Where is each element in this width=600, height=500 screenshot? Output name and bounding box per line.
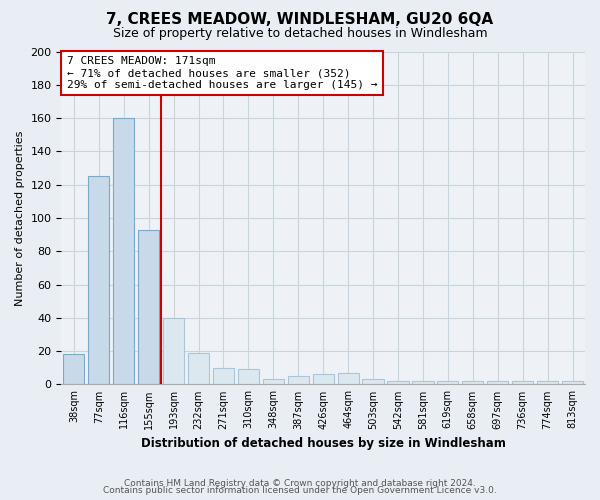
- Text: 7 CREES MEADOW: 171sqm
← 71% of detached houses are smaller (352)
29% of semi-de: 7 CREES MEADOW: 171sqm ← 71% of detached…: [67, 56, 377, 90]
- Bar: [163, 318, 184, 384]
- Bar: [188, 353, 209, 384]
- Bar: [238, 370, 259, 384]
- Bar: [487, 381, 508, 384]
- Text: Contains public sector information licensed under the Open Government Licence v3: Contains public sector information licen…: [103, 486, 497, 495]
- Bar: [113, 118, 134, 384]
- X-axis label: Distribution of detached houses by size in Windlesham: Distribution of detached houses by size …: [141, 437, 506, 450]
- Bar: [362, 380, 383, 384]
- Bar: [412, 381, 434, 384]
- Bar: [138, 230, 159, 384]
- Bar: [388, 381, 409, 384]
- Bar: [88, 176, 109, 384]
- Bar: [313, 374, 334, 384]
- Bar: [287, 376, 309, 384]
- Bar: [437, 381, 458, 384]
- Bar: [562, 381, 583, 384]
- Bar: [512, 381, 533, 384]
- Bar: [213, 368, 234, 384]
- Bar: [338, 373, 359, 384]
- Y-axis label: Number of detached properties: Number of detached properties: [15, 130, 25, 306]
- Bar: [63, 354, 85, 384]
- Bar: [537, 381, 558, 384]
- Bar: [263, 380, 284, 384]
- Text: 7, CREES MEADOW, WINDLESHAM, GU20 6QA: 7, CREES MEADOW, WINDLESHAM, GU20 6QA: [106, 12, 494, 28]
- Bar: [462, 381, 484, 384]
- Text: Contains HM Land Registry data © Crown copyright and database right 2024.: Contains HM Land Registry data © Crown c…: [124, 478, 476, 488]
- Text: Size of property relative to detached houses in Windlesham: Size of property relative to detached ho…: [113, 28, 487, 40]
